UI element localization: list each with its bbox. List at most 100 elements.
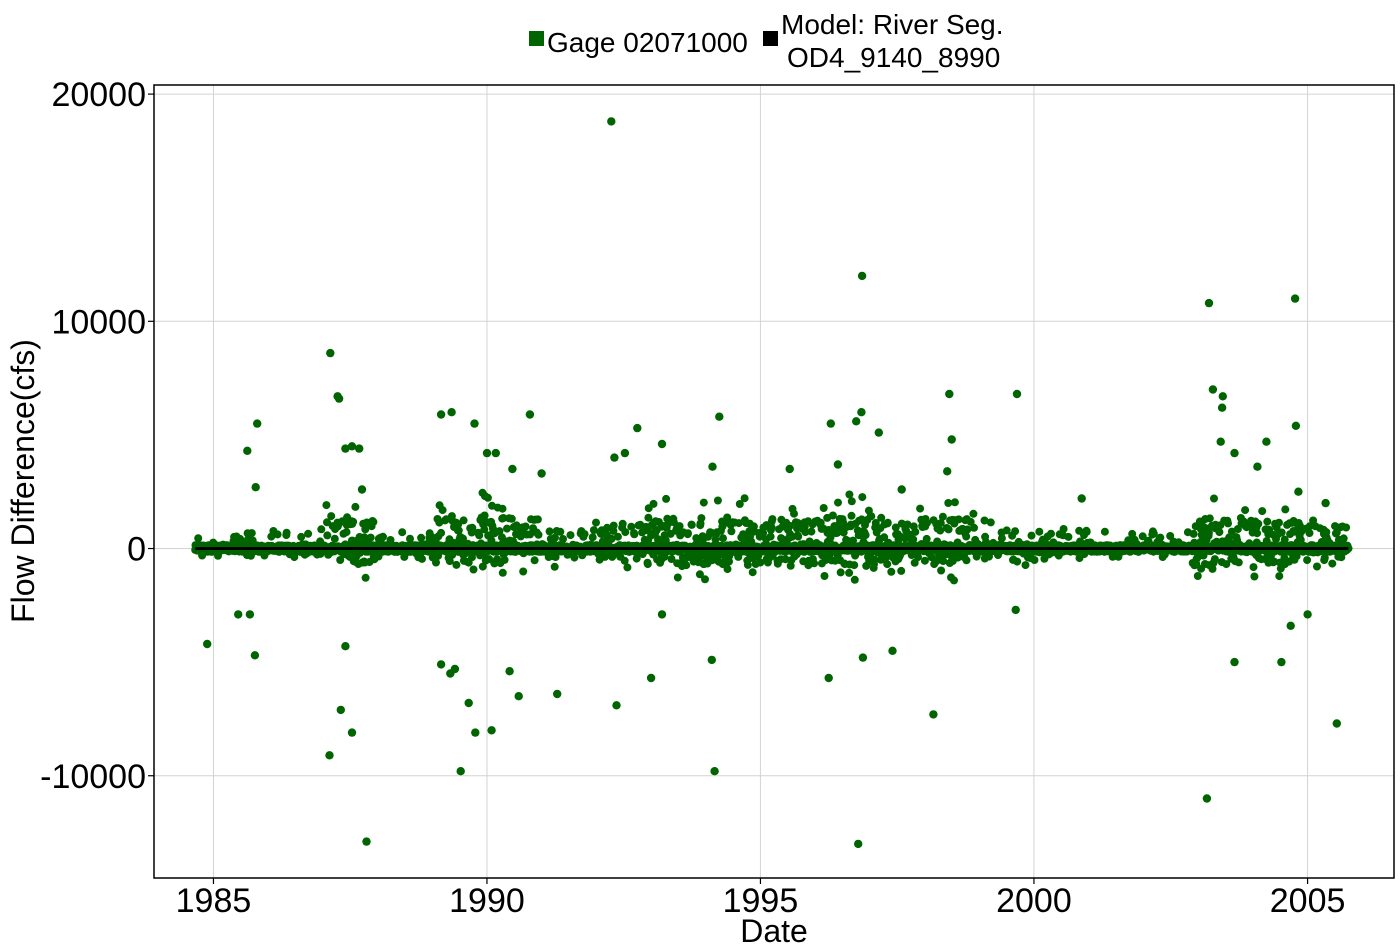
scatter-point [341,444,350,453]
scatter-point [845,490,854,499]
scatter-point [713,496,722,505]
scatter-point [936,526,945,535]
scatter-point [708,462,717,471]
scatter-point [482,448,492,458]
scatter-point [203,639,212,649]
scatter-point [525,410,535,419]
scatter-point [327,512,336,521]
scatter-point [379,532,387,541]
scatter-point [1210,555,1219,564]
scatter-point [644,513,653,522]
scatter-point [620,556,629,565]
scatter-point [1189,529,1198,538]
scatter-point [438,506,447,515]
scatter-point [618,519,627,528]
scatter-point [454,526,463,535]
scatter-point [766,532,775,541]
scatter-point [936,519,945,528]
scatter-point [366,533,375,542]
scatter-point [707,655,716,665]
scatter-point [643,560,652,569]
scatter-point [603,523,612,532]
scatter-point [903,520,912,529]
scatter-point [355,444,364,453]
scatter-point [1258,507,1267,516]
scatter-point [1047,529,1055,538]
scatter-point [847,497,856,506]
scatter-point [947,435,956,444]
scatter-point [1204,298,1214,308]
scatter-point [1149,529,1158,538]
scatter-point [508,464,517,474]
scatter-point [480,525,489,534]
scatter-point [1249,563,1258,572]
scatter-point [727,527,736,536]
scatter-point [505,667,514,676]
scatter-point [785,521,794,530]
scatter-point [342,528,351,537]
x-tick-label: 1985 [176,882,252,920]
scatter-point [432,558,440,567]
y-tick-label: -10000 [40,758,146,796]
scatter-point [491,448,500,458]
scatter-point [943,467,952,476]
scatter-point [695,553,704,562]
scatter-point [464,698,473,708]
scatter-point [627,522,636,531]
scatter-point [888,646,897,655]
scatter-point [1230,448,1239,458]
scatter-point [646,673,656,683]
scatter-point [861,531,870,540]
scatter-point [545,527,554,536]
scatter-point [887,567,896,576]
scatter-point [456,767,465,776]
scatter-point [970,523,978,532]
scatter-point [1013,557,1022,566]
scatter-point [621,528,630,537]
scatter-point [236,534,245,543]
scatter-point [592,518,600,527]
scatter-point [1227,527,1236,536]
scatter-point [612,701,621,710]
scatter-point [351,502,360,511]
scatter-point [1035,527,1044,536]
scatter-point [406,534,414,543]
scatter-point [1305,529,1314,538]
x-tick-label: 1995 [723,882,799,920]
scatter-point [452,560,461,569]
scatter-point [470,419,479,428]
scatter-point [361,525,370,534]
scatter-point [1230,657,1239,667]
scatter-point [740,494,749,503]
scatter-point [1280,535,1289,544]
scatter-point [500,555,509,564]
scatter-point [857,408,866,417]
scatter-point [386,536,395,544]
scatter-point [580,530,589,539]
scatter-point [687,520,696,529]
scatter-point [891,523,900,532]
scatter-point [1218,392,1228,401]
scatter-point [498,568,507,577]
scatter-point [1263,517,1272,526]
scatter-point [682,553,691,562]
scatter-point [819,504,828,512]
scatter-point [445,557,454,566]
scatter-point [556,527,565,536]
scatter-point [498,504,507,513]
y-tick-label: 0 [127,531,146,569]
scatter-point [1002,526,1011,535]
scatter-point [845,568,854,577]
scatter-point [1027,531,1036,540]
scatter-point [1138,532,1147,541]
scatter-point [251,483,260,492]
scatter-point [880,533,889,542]
scatter-point [735,500,744,508]
scatter-point [743,560,752,569]
scatter-point [469,565,478,574]
scatter-point [1290,294,1300,303]
scatter-point [1217,403,1227,412]
scatter-point [322,501,331,510]
scatter-point [807,527,816,536]
